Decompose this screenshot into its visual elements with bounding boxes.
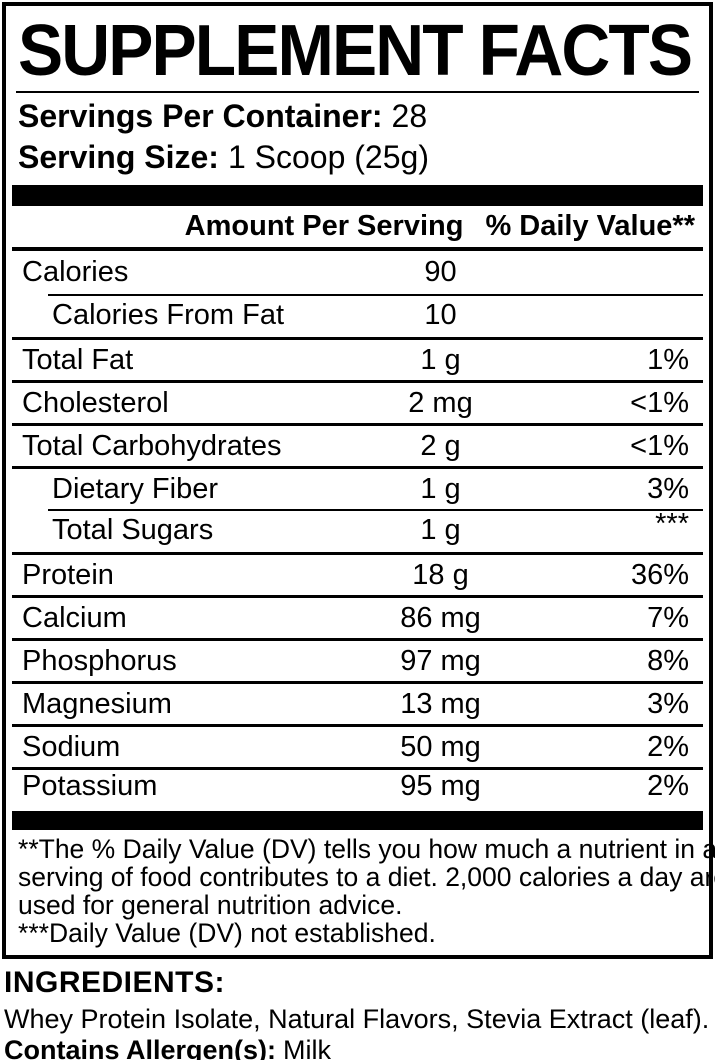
nutrient-dv: 2% [647, 730, 689, 763]
servings-per-container-value: 28 [391, 98, 428, 134]
nutrient-table: Calories 90 Calories From Fat 10 Total F… [12, 251, 703, 811]
table-row-potassium: Potassium 95 mg 2% [12, 767, 703, 811]
nutrient-amount: 1 g [420, 343, 461, 376]
nutrient-amount: 90 [424, 256, 457, 288]
ingredients-heading: INGREDIENTS: [4, 966, 226, 999]
section-bar-bottom [12, 811, 703, 830]
table-row-dietary-fiber: Dietary Fiber 1 g 3% [12, 466, 703, 509]
serving-size-label: Serving Size: [18, 139, 219, 175]
section-bar-top [12, 185, 703, 206]
nutrient-dv: 3% [647, 472, 689, 505]
footnote-dv-line-2: serving of food contributes to a diet. 2… [18, 862, 715, 892]
nutrient-amount: 50 mg [400, 730, 481, 763]
table-row-magnesium: Magnesium 13 mg 3% [12, 681, 703, 724]
nutrient-label: Total Fat [22, 343, 134, 376]
nutrient-amount: 97 mg [400, 644, 481, 677]
serving-size-value: 1 Scoop (25g) [227, 139, 429, 175]
table-row-cholesterol: Cholesterol 2 mg <1% [12, 380, 703, 423]
daily-value-header: % Daily Value** [485, 210, 695, 242]
table-header: Amount Per Serving % Daily Value** [12, 206, 703, 247]
table-row-sodium: Sodium 50 mg 2% [12, 724, 703, 767]
title-divider [16, 91, 699, 93]
nutrient-amount: 1 g [420, 514, 461, 546]
footnotes: **The % Daily Value (DV) tells you how m… [18, 830, 715, 948]
table-row-calories-from-fat: Calories From Fat 10 [12, 294, 703, 337]
nutrient-dv: 36% [630, 558, 689, 591]
amount-per-serving-header: Amount Per Serving [184, 210, 464, 242]
table-row-total-carbohydrates: Total Carbohydrates 2 g <1% [12, 423, 703, 466]
nutrient-label: Potassium [22, 770, 158, 802]
nutrient-amount: 86 mg [400, 601, 481, 634]
nutrient-dv: 8% [647, 644, 689, 677]
nutrient-dv: <1% [630, 429, 689, 462]
nutrient-dv: 1% [647, 343, 689, 376]
serving-size: Serving Size: 1 Scoop (25g) [18, 140, 697, 175]
nutrient-label: Dietary Fiber [52, 472, 218, 505]
nutrient-label: Magnesium [22, 687, 172, 720]
footnote-dv-line-1: **The % Daily Value (DV) tells you how m… [18, 834, 715, 864]
nutrient-dv: <1% [630, 386, 689, 419]
nutrient-amount: 18 g [412, 558, 469, 591]
panel-title: SUPPLEMENT FACTS [18, 11, 693, 91]
nutrient-dv: 2% [647, 770, 689, 802]
table-row-total-fat: Total Fat 1 g 1% [12, 337, 703, 380]
allergen-label: Contains Allergen(s): [4, 1035, 277, 1060]
table-row-calories: Calories 90 [12, 251, 703, 294]
nutrient-amount: 2 mg [408, 386, 473, 419]
servings-per-container: Servings Per Container: 28 [18, 99, 697, 134]
table-header-rule [12, 247, 703, 251]
allergen-statement: Contains Allergen(s): Milk [4, 1035, 713, 1060]
table-row-phosphorus: Phosphorus 97 mg 8% [12, 638, 703, 681]
nutrient-dv: 7% [647, 601, 689, 634]
table-row-calcium: Calcium 86 mg 7% [12, 595, 703, 638]
nutrient-amount: 10 [424, 299, 457, 331]
nutrient-label: Total Sugars [52, 514, 214, 546]
ingredients-section: INGREDIENTS: Whey Protein Isolate, Natur… [2, 967, 713, 1060]
nutrient-label: Cholesterol [22, 386, 169, 419]
nutrient-label: Calories [22, 256, 129, 288]
nutrient-label: Calcium [22, 601, 127, 634]
table-row-protein: Protein 18 g 36% [12, 552, 703, 595]
nutrient-label: Sodium [22, 730, 121, 763]
table-row-total-sugars: Total Sugars 1 g *** [12, 509, 703, 552]
nutrient-amount: 2 g [420, 429, 461, 462]
footnote-not-established: ***Daily Value (DV) not established. [18, 918, 436, 948]
servings-per-container-label: Servings Per Container: [18, 98, 383, 134]
footnote-dv-line-3: used for general nutrition advice. [18, 890, 403, 920]
nutrient-label: Calories From Fat [52, 299, 285, 331]
nutrient-label: Protein [22, 558, 114, 591]
nutrient-label: Phosphorus [22, 644, 177, 677]
nutrient-label: Total Carbohydrates [22, 429, 282, 462]
allergen-value: Milk [283, 1035, 332, 1060]
nutrient-dv: 3% [647, 687, 689, 720]
nutrient-amount: 95 mg [400, 770, 481, 802]
nutrient-dv: *** [655, 508, 689, 540]
nutrient-amount: 13 mg [400, 687, 481, 720]
supplement-facts-panel: SUPPLEMENT FACTS Servings Per Container:… [2, 2, 715, 959]
ingredients-list: Whey Protein Isolate, Natural Flavors, S… [4, 1004, 710, 1034]
nutrient-amount: 1 g [420, 472, 461, 505]
